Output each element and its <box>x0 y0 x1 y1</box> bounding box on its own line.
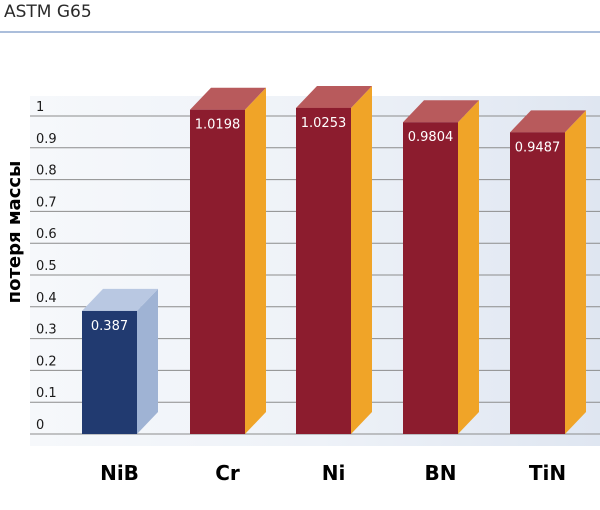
x-tick-label: TiN <box>529 461 566 485</box>
y-tick-label: 0.9 <box>36 132 57 147</box>
bar-front-face <box>190 109 245 434</box>
bar-side-face <box>245 87 266 434</box>
bar-top-face <box>296 85 372 108</box>
bar-nib: 0.387 <box>82 288 158 434</box>
bar-side-face <box>137 288 158 434</box>
x-axis-ticks: NiB Cr Ni BN TiN <box>100 461 566 485</box>
bar-top-face <box>82 288 158 311</box>
y-tick-label: 0.7 <box>36 195 57 210</box>
chart-title: ASTM G65 <box>4 2 92 22</box>
bar-top-face <box>403 100 479 123</box>
y-tick-label: 0.8 <box>36 164 57 179</box>
bar-value-label: 1.0198 <box>195 118 241 133</box>
bar-value-label: 0.9487 <box>515 140 561 155</box>
bars: 0.387 1.0198 1.0253 0.9804 0.9487 <box>82 85 586 435</box>
y-tick-label: 0 <box>36 418 44 433</box>
bar-value-label: 0.9804 <box>408 130 454 145</box>
y-tick-label: 0.5 <box>36 259 57 274</box>
x-tick-label: BN <box>425 461 457 485</box>
bar-front-face <box>296 107 351 435</box>
bar-bn: 0.9804 <box>403 100 479 435</box>
bar-cr: 1.0198 <box>190 87 266 434</box>
bar-front-face <box>82 310 137 434</box>
x-tick-label: NiB <box>100 461 139 485</box>
y-tick-label: 0.2 <box>36 354 57 369</box>
y-tick-label: 0.4 <box>36 291 57 306</box>
bar-front-face <box>403 122 458 435</box>
x-tick-label: Ni <box>322 461 346 485</box>
y-tick-label: 1 <box>36 100 44 115</box>
bar-side-face <box>351 85 372 435</box>
bar-top-face <box>190 87 266 110</box>
bar-side-face <box>565 110 586 434</box>
y-tick-label: 0.3 <box>36 323 57 338</box>
y-tick-label: 0.1 <box>36 386 57 401</box>
x-tick-label: Cr <box>215 461 240 485</box>
bar-value-label: 0.387 <box>91 319 128 334</box>
y-axis-title: потеря массы <box>4 161 25 304</box>
bar-tin: 0.9487 <box>510 110 586 434</box>
bar-value-label: 1.0253 <box>301 116 347 131</box>
bar-side-face <box>458 100 479 435</box>
bar-ni: 1.0253 <box>296 85 372 435</box>
bar-top-face <box>510 110 586 133</box>
bar-front-face <box>510 132 565 434</box>
y-tick-label: 0.6 <box>36 227 57 242</box>
y-axis-ticks: 0 0.1 0.2 0.3 0.4 0.5 0.6 0.7 0.8 0.9 1 <box>36 100 57 433</box>
